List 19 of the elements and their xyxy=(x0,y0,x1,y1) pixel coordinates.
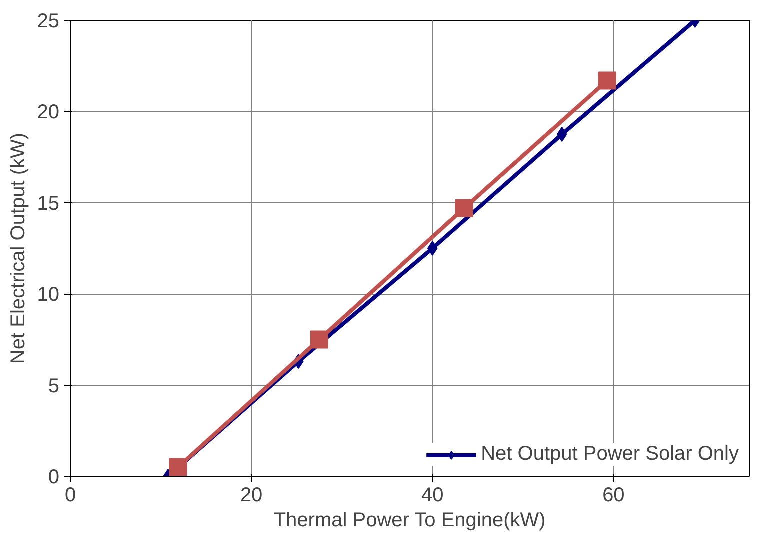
y-axis-title: Net Electrical Output (kW) xyxy=(7,132,30,364)
y-tick-label: 20 xyxy=(37,102,60,124)
x-tick-label: 40 xyxy=(422,484,444,506)
x-tick-label: 0 xyxy=(64,484,76,506)
y-tick-label: 10 xyxy=(37,284,60,306)
y-tick-label: 25 xyxy=(37,10,60,32)
point xyxy=(427,241,438,256)
y-tick-label: 15 xyxy=(37,192,60,215)
legend-label: Net Output Power Solar Only xyxy=(481,443,739,466)
x-axis-title: Thermal Power To Engine(kW) xyxy=(274,510,546,532)
point xyxy=(556,127,568,142)
point xyxy=(455,199,474,218)
y-tick-label: 0 xyxy=(48,466,60,488)
point xyxy=(598,72,616,90)
x-tick-label: 20 xyxy=(240,484,263,506)
point xyxy=(169,458,188,476)
point xyxy=(310,330,328,349)
x-tick-label: 60 xyxy=(602,484,625,506)
y-tick-label: 5 xyxy=(48,375,60,398)
